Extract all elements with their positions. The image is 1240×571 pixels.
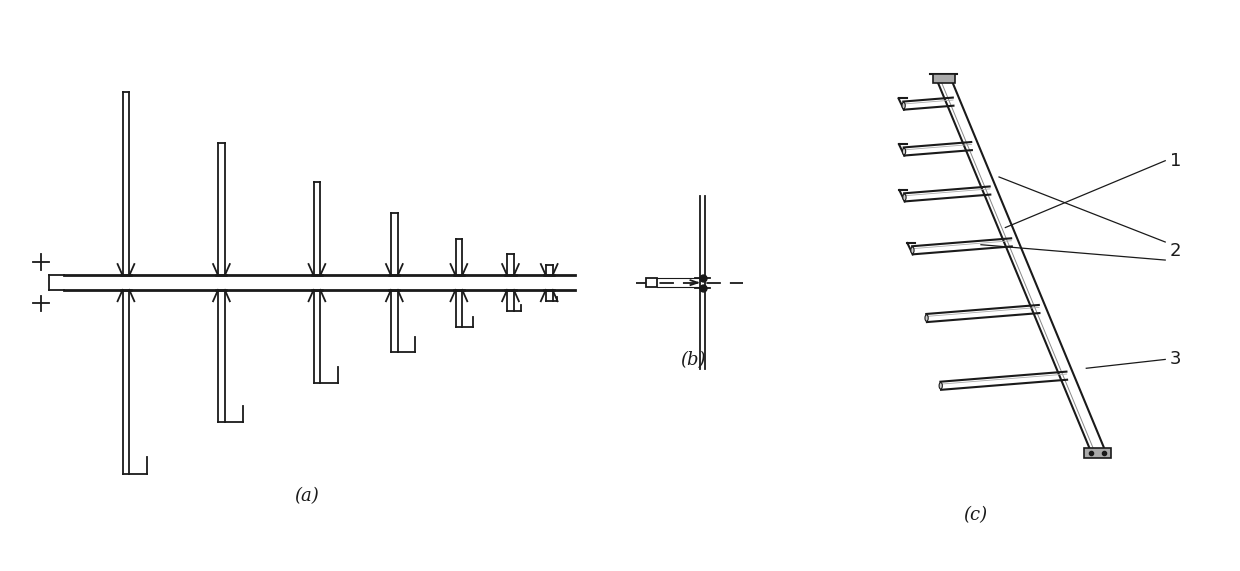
- Ellipse shape: [903, 194, 906, 200]
- Bar: [932, 74, 955, 83]
- Text: 2: 2: [1169, 242, 1182, 260]
- Text: 1: 1: [1169, 152, 1182, 170]
- Text: (c): (c): [963, 506, 987, 524]
- Ellipse shape: [939, 383, 942, 389]
- Ellipse shape: [903, 148, 905, 155]
- Ellipse shape: [911, 247, 914, 254]
- Text: (b): (b): [680, 351, 706, 369]
- Text: (a): (a): [294, 486, 319, 505]
- Ellipse shape: [901, 102, 905, 109]
- Bar: [1084, 448, 1111, 458]
- Text: 3: 3: [1169, 351, 1182, 368]
- Ellipse shape: [925, 315, 929, 321]
- Bar: [646, 278, 657, 287]
